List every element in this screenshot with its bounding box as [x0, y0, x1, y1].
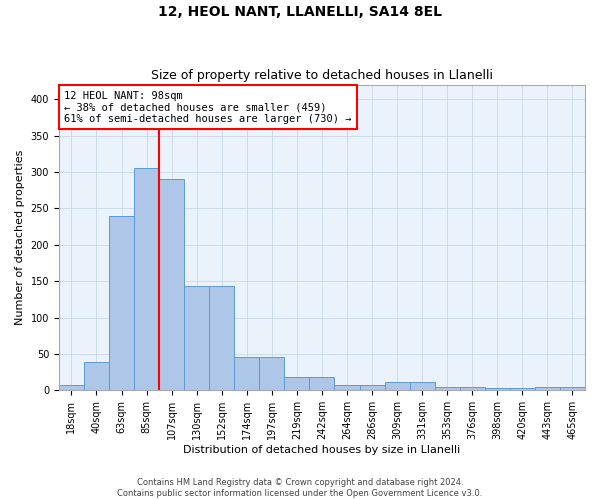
Bar	[109, 216, 134, 390]
Bar	[159, 179, 184, 390]
Bar	[560, 388, 585, 390]
Bar	[510, 388, 535, 390]
Text: 12, HEOL NANT, LLANELLI, SA14 8EL: 12, HEOL NANT, LLANELLI, SA14 8EL	[158, 5, 442, 19]
Bar	[59, 384, 84, 390]
Bar	[234, 357, 259, 390]
Text: Contains HM Land Registry data © Crown copyright and database right 2024.
Contai: Contains HM Land Registry data © Crown c…	[118, 478, 482, 498]
Bar	[434, 386, 460, 390]
Bar	[209, 286, 234, 391]
Bar	[460, 386, 485, 390]
Bar	[134, 168, 159, 390]
Bar	[410, 382, 434, 390]
Bar	[334, 384, 359, 390]
Bar	[259, 357, 284, 390]
Bar	[284, 376, 310, 390]
Text: 12 HEOL NANT: 98sqm
← 38% of detached houses are smaller (459)
61% of semi-detac: 12 HEOL NANT: 98sqm ← 38% of detached ho…	[64, 90, 352, 124]
Bar	[359, 384, 385, 390]
Bar	[84, 362, 109, 390]
X-axis label: Distribution of detached houses by size in Llanelli: Distribution of detached houses by size …	[184, 445, 461, 455]
Bar	[485, 388, 510, 390]
Bar	[310, 376, 334, 390]
Title: Size of property relative to detached houses in Llanelli: Size of property relative to detached ho…	[151, 69, 493, 82]
Bar	[385, 382, 410, 390]
Y-axis label: Number of detached properties: Number of detached properties	[15, 150, 25, 325]
Bar	[184, 286, 209, 391]
Bar	[535, 388, 560, 390]
